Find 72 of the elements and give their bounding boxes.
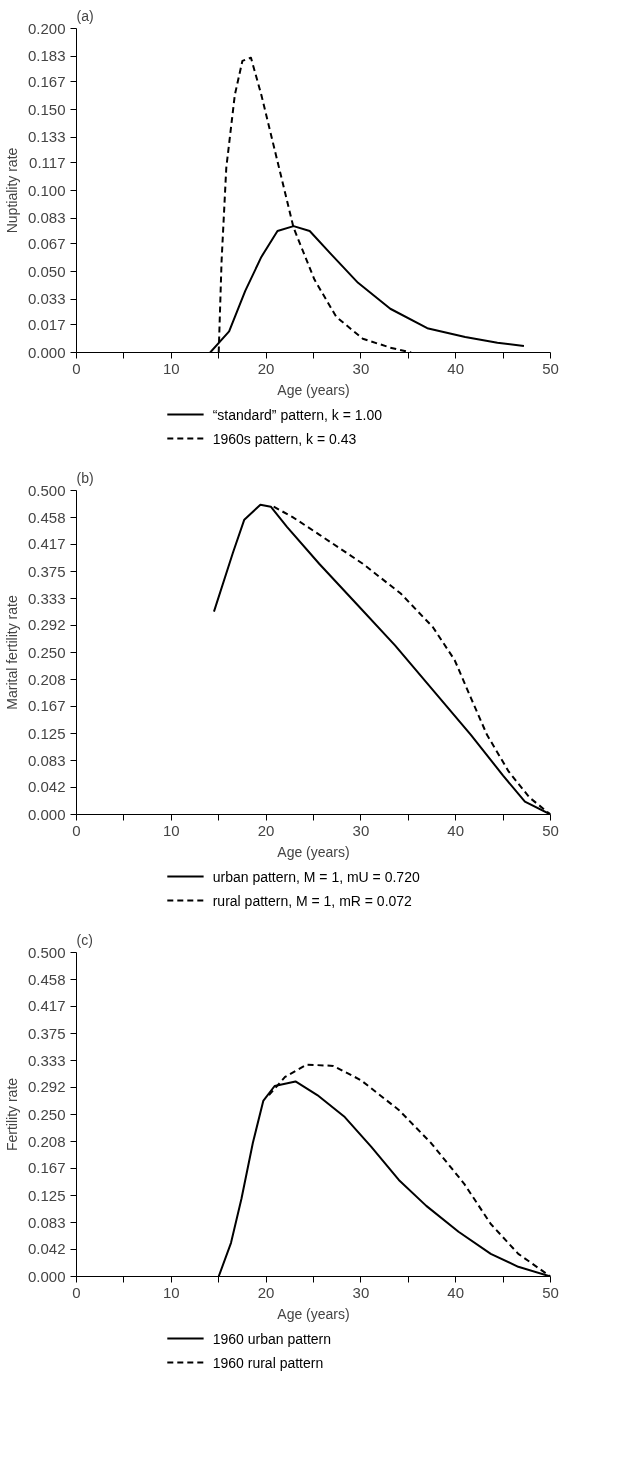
y-tick-label: 0.150 xyxy=(27,100,66,118)
y-tick-label: 0.458 xyxy=(27,970,66,988)
x-tick-label: 50 xyxy=(542,1283,559,1301)
y-tick-label: 0.292 xyxy=(27,1078,66,1096)
y-tick-label: 0.500 xyxy=(27,481,66,499)
y-tick-label: 0.208 xyxy=(27,670,66,688)
y-tick-label: 0.167 xyxy=(27,697,66,715)
y-tick-label: 0.042 xyxy=(27,1240,66,1258)
y-axis-title: Marital fertility rate xyxy=(3,595,20,710)
y-tick-label: 0.458 xyxy=(27,508,66,526)
y-tick-label: 0.417 xyxy=(27,997,66,1015)
y-tick-label: 0.017 xyxy=(27,315,66,333)
y-tick-label: 0.033 xyxy=(27,290,66,308)
legend-label: “standard” pattern, k = 1.00 xyxy=(212,406,383,423)
x-axis-title: Age (years) xyxy=(277,381,350,398)
y-tick-label: 0.375 xyxy=(27,562,66,580)
y-tick-label: 0.200 xyxy=(27,19,66,37)
y-tick-label: 0.125 xyxy=(27,724,66,742)
x-tick-label: 0 xyxy=(72,821,81,839)
y-tick-label: 0.067 xyxy=(27,234,66,252)
y-tick-label: 0.000 xyxy=(27,1267,66,1285)
y-tick-label: 0.083 xyxy=(27,209,66,227)
x-tick-label: 20 xyxy=(257,359,275,377)
y-tick-label: 0.417 xyxy=(27,535,66,553)
x-tick-label: 40 xyxy=(447,821,465,839)
y-tick-label: 0.125 xyxy=(27,1186,66,1204)
y-tick-label: 0.208 xyxy=(27,1132,66,1150)
x-tick-label: 10 xyxy=(162,1283,180,1301)
y-tick-label: 0.292 xyxy=(27,616,66,634)
y-tick-label: 0.083 xyxy=(27,751,66,769)
x-tick-label: 40 xyxy=(447,1283,465,1301)
x-axis-title: Age (years) xyxy=(277,1305,350,1322)
y-axis-title: Fertility rate xyxy=(3,1077,20,1152)
legend-label: 1960 urban pattern xyxy=(212,1330,332,1347)
x-tick-label: 0 xyxy=(72,1283,81,1301)
x-tick-label: 50 xyxy=(542,821,559,839)
x-tick-label: 20 xyxy=(257,1283,275,1301)
chart-title: (a) xyxy=(76,7,94,24)
y-tick-label: 0.250 xyxy=(27,643,66,661)
y-tick-label: 0.133 xyxy=(27,128,66,146)
x-tick-label: 40 xyxy=(447,359,465,377)
y-tick-label: 0.167 xyxy=(27,1159,66,1177)
x-tick-label: 30 xyxy=(352,1283,370,1301)
chart-title: (c) xyxy=(76,931,93,948)
y-tick-label: 0.375 xyxy=(27,1024,66,1042)
y-tick-label: 0.500 xyxy=(27,943,66,961)
y-tick-label: 0.250 xyxy=(27,1105,66,1123)
x-tick-label: 20 xyxy=(257,821,275,839)
x-tick-label: 10 xyxy=(162,359,180,377)
x-tick-label: 30 xyxy=(352,821,370,839)
x-tick-label: 0 xyxy=(72,359,81,377)
chart-title: (b) xyxy=(76,469,94,486)
y-tick-label: 0.167 xyxy=(27,72,66,90)
x-axis-title: Age (years) xyxy=(277,843,350,860)
x-tick-label: 10 xyxy=(162,821,180,839)
x-tick-label: 30 xyxy=(352,359,370,377)
y-tick-label: 0.183 xyxy=(27,47,66,65)
legend-label: 1960s pattern, k = 0.43 xyxy=(212,430,357,447)
x-tick-label: 50 xyxy=(542,359,559,377)
y-tick-label: 0.333 xyxy=(27,1051,66,1069)
y-tick-label: 0.100 xyxy=(27,181,66,199)
legend-label: 1960 rural pattern xyxy=(212,1354,324,1371)
y-tick-label: 0.000 xyxy=(27,805,66,823)
y-tick-label: 0.042 xyxy=(27,778,66,796)
y-tick-label: 0.050 xyxy=(27,262,66,280)
y-tick-label: 0.000 xyxy=(27,343,66,361)
y-tick-label: 0.117 xyxy=(29,153,66,171)
legend-label: rural pattern, M = 1, mR = 0.072 xyxy=(212,892,413,909)
y-tick-label: 0.333 xyxy=(27,589,66,607)
y-tick-label: 0.083 xyxy=(27,1213,66,1231)
y-axis-title: Nuptiality rate xyxy=(3,147,20,234)
legend-label: urban pattern, M = 1, mU = 0.720 xyxy=(212,868,420,885)
